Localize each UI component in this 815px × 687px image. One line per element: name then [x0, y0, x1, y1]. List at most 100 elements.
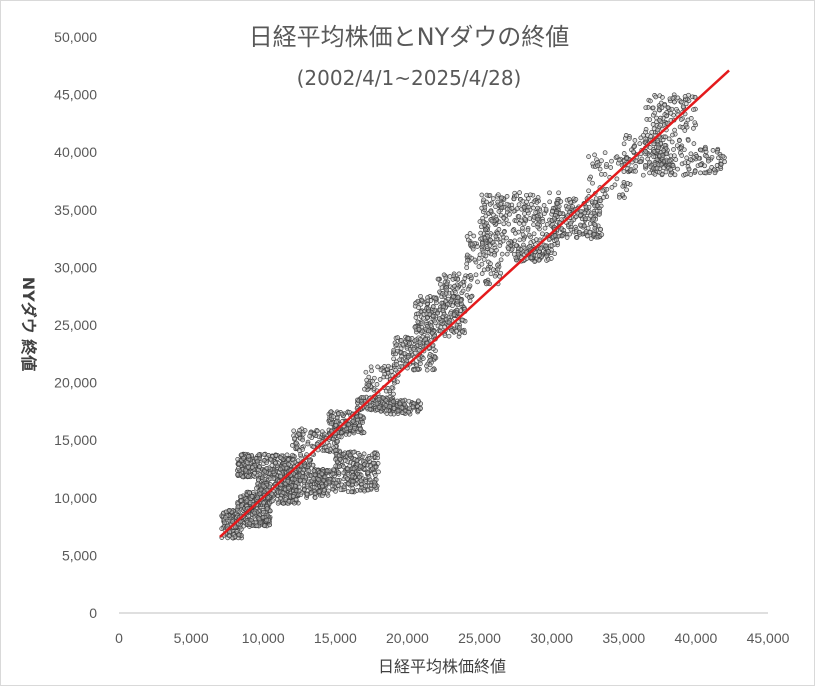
data-point — [307, 457, 312, 463]
data-point — [652, 161, 658, 167]
data-point — [609, 158, 614, 164]
data-point — [397, 401, 403, 407]
data-point — [691, 107, 696, 112]
data-point — [244, 460, 250, 466]
data-point — [545, 249, 551, 255]
data-point — [388, 411, 394, 417]
y-tick-label: 20,000 — [54, 375, 97, 391]
data-point — [312, 472, 318, 478]
trendline — [219, 69, 730, 538]
data-point — [483, 253, 489, 259]
data-point — [338, 487, 344, 493]
data-point — [446, 320, 452, 326]
data-point — [269, 463, 275, 468]
data-point — [407, 341, 412, 346]
data-point — [300, 431, 306, 437]
data-point — [353, 481, 359, 487]
data-point — [439, 300, 445, 306]
data-point — [651, 126, 657, 132]
data-point — [378, 367, 384, 373]
data-point — [534, 200, 540, 205]
data-point — [355, 417, 361, 423]
data-point — [547, 199, 553, 205]
data-point — [244, 498, 250, 504]
data-point — [446, 333, 452, 339]
x-tick-label: 40,000 — [674, 630, 717, 646]
data-point — [413, 315, 419, 320]
data-point — [517, 221, 522, 226]
data-point — [424, 363, 429, 369]
data-point — [441, 304, 446, 310]
data-point — [374, 382, 380, 387]
data-point — [341, 484, 347, 490]
data-point — [632, 138, 638, 143]
data-point — [520, 232, 526, 238]
data-point — [278, 496, 283, 501]
data-point — [252, 510, 257, 516]
data-point — [483, 227, 488, 233]
data-point — [286, 499, 292, 504]
data-point — [643, 163, 648, 168]
data-point — [668, 167, 673, 172]
data-point — [306, 468, 312, 474]
data-point — [637, 141, 643, 146]
data-point — [268, 456, 274, 462]
data-point — [566, 197, 572, 202]
data-point — [675, 166, 680, 172]
data-points — [219, 92, 727, 541]
data-point — [521, 205, 527, 210]
data-point — [297, 448, 302, 453]
data-point — [682, 128, 688, 133]
data-point — [506, 221, 512, 227]
data-point — [663, 169, 669, 175]
x-tick-labels: 0 5,000 10,000 15,000 20,000 25,000 30,000 35,0… — [115, 630, 790, 646]
data-point — [621, 141, 627, 147]
data-point — [350, 449, 356, 455]
data-point — [305, 441, 311, 447]
y-tick-label: 35,000 — [54, 202, 97, 218]
data-point — [587, 176, 592, 182]
data-point — [399, 338, 404, 343]
data-point — [442, 333, 448, 339]
data-point — [577, 222, 583, 228]
x-tick-label: 20,000 — [386, 630, 429, 646]
data-point — [501, 215, 507, 221]
data-point — [649, 129, 655, 135]
y-tick-label: 40,000 — [54, 144, 97, 160]
data-point — [255, 458, 260, 464]
data-point — [678, 117, 684, 122]
data-point — [664, 151, 670, 157]
data-point — [685, 160, 691, 165]
data-point — [484, 244, 490, 249]
data-point — [298, 452, 303, 457]
data-point — [570, 204, 575, 210]
data-point — [257, 472, 263, 477]
data-point — [677, 124, 683, 130]
data-point — [604, 187, 610, 192]
data-point — [504, 201, 510, 207]
data-point — [495, 262, 500, 268]
data-point — [487, 192, 493, 198]
data-point — [647, 170, 652, 176]
data-point — [707, 168, 712, 174]
data-point — [598, 198, 604, 203]
data-point — [470, 246, 476, 252]
data-point — [385, 363, 391, 369]
data-point — [621, 169, 627, 174]
data-point — [417, 336, 423, 342]
data-point — [550, 209, 555, 214]
data-point — [480, 241, 485, 246]
data-point — [688, 172, 694, 177]
data-point — [648, 134, 654, 140]
data-point — [371, 460, 376, 466]
y-tick-label: 15,000 — [54, 432, 97, 448]
data-point — [521, 236, 527, 242]
data-point — [688, 151, 694, 157]
data-point — [691, 155, 697, 161]
data-point — [517, 190, 522, 195]
data-point — [428, 357, 434, 363]
data-point — [621, 151, 627, 156]
data-point — [456, 325, 462, 330]
data-point — [395, 408, 401, 414]
data-point — [531, 222, 536, 227]
